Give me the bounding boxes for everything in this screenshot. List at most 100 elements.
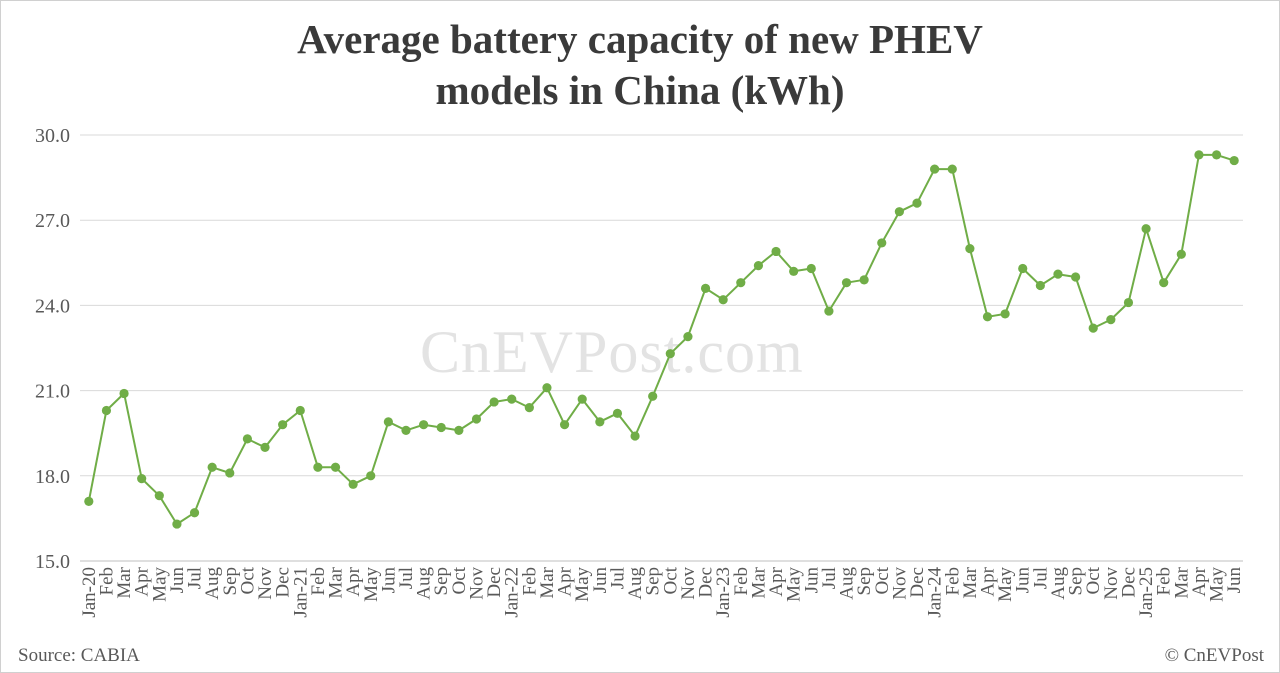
data-point	[683, 332, 693, 342]
x-tick-label: Sep	[854, 567, 875, 596]
data-point	[419, 420, 429, 430]
x-tick-label: Aug	[837, 567, 858, 600]
x-tick-label: Jun	[590, 567, 611, 594]
data-point	[648, 391, 658, 401]
x-tick-label: Dec	[273, 567, 294, 598]
data-point	[542, 383, 552, 393]
data-point	[1123, 297, 1134, 308]
data-point	[242, 434, 253, 444]
x-tick-label: Jul	[607, 567, 628, 589]
data-point	[137, 474, 147, 484]
data-point	[454, 425, 464, 435]
x-tick-label: Apr	[132, 566, 153, 596]
data-point	[348, 479, 358, 489]
data-point	[260, 442, 270, 452]
x-tick-label: Nov	[889, 567, 910, 600]
x-tick-label: Jan-25	[1136, 567, 1157, 618]
data-point	[154, 491, 164, 501]
x-tick-label: Sep	[220, 567, 241, 596]
data-point	[313, 462, 323, 472]
x-tick-label: Dec	[696, 567, 717, 598]
data-point	[982, 312, 993, 322]
data-point	[1159, 278, 1169, 288]
x-tick-label: Nov	[678, 567, 699, 600]
data-point	[1035, 280, 1045, 291]
data-point	[718, 295, 728, 305]
x-tick-label: Jul	[1030, 567, 1051, 589]
x-tick-label: Mar	[326, 566, 347, 598]
x-tick-label: Feb	[1154, 567, 1175, 596]
data-point	[330, 462, 341, 472]
data-point	[824, 306, 834, 316]
x-tick-label: Apr	[766, 566, 787, 596]
x-tick-label: Jan-22	[502, 567, 523, 618]
y-tick-label: 18.0	[35, 466, 70, 488]
data-point	[207, 462, 217, 472]
data-point	[189, 508, 200, 518]
data-point	[1141, 224, 1151, 234]
copyright-note: © CnEVPost	[1164, 645, 1264, 666]
data-point	[225, 468, 235, 478]
x-tick-label: Dec	[907, 567, 928, 598]
x-tick-label: Oct	[237, 566, 258, 594]
data-point	[366, 471, 376, 481]
data-point	[559, 420, 570, 430]
x-tick-label: Feb	[96, 567, 117, 596]
data-point	[771, 246, 781, 257]
data-point	[383, 417, 393, 427]
data-point	[101, 405, 112, 416]
y-tick-label: 15.0	[35, 551, 70, 573]
x-tick-label: Mar	[114, 566, 135, 598]
series-line	[87, 153, 1235, 526]
data-point	[965, 244, 975, 254]
x-tick-label: Mar	[748, 566, 769, 598]
data-point	[595, 417, 605, 427]
y-tick-label: 30.0	[35, 125, 70, 147]
data-point	[577, 394, 587, 404]
watermark: CnEVPost.com	[420, 319, 804, 385]
data-point	[612, 408, 623, 418]
x-tick-label: Jun	[801, 567, 822, 594]
y-tick-label: 24.0	[35, 295, 70, 317]
data-point	[471, 414, 482, 424]
x-tick-label: Jan-23	[713, 567, 734, 618]
x-tick-label: Mar	[537, 566, 558, 598]
x-tick-label: Jun	[167, 567, 188, 594]
data-point	[401, 425, 411, 435]
x-tick-label: Jul	[185, 567, 206, 589]
data-point	[172, 519, 182, 529]
x-tick-label: Sep	[643, 567, 664, 596]
x-tick-label: Jun	[1013, 567, 1034, 594]
x-tick-label: Apr	[977, 566, 998, 596]
x-tick-label: Mar	[960, 566, 981, 598]
x-tick-label: Dec	[1118, 567, 1139, 598]
x-tick-label: Dec	[484, 567, 505, 598]
data-point	[789, 266, 799, 276]
x-tick-label: Apr	[555, 566, 576, 596]
data-point	[1053, 269, 1063, 279]
data-point	[859, 275, 869, 285]
x-tick-label: Apr	[343, 566, 364, 596]
data-point	[524, 403, 534, 413]
x-tick-label: May	[1207, 567, 1228, 602]
data-point	[806, 263, 816, 274]
data-point	[841, 278, 852, 288]
data-point	[84, 496, 94, 506]
data-point	[947, 164, 957, 174]
x-tick-label: Oct	[660, 566, 681, 594]
x-tick-label: May	[995, 567, 1016, 602]
y-tick-label: 21.0	[35, 381, 70, 403]
x-tick-label: Nov	[466, 567, 487, 600]
x-tick-label: Nov	[1101, 567, 1122, 600]
x-tick-label: Jun	[1224, 567, 1245, 594]
x-tick-label: Apr	[1189, 566, 1210, 596]
x-tick-label: Feb	[731, 567, 752, 596]
x-tick-label: May	[149, 567, 170, 602]
data-point	[700, 283, 711, 293]
data-point	[630, 431, 640, 441]
data-point	[1229, 155, 1239, 166]
x-tick-label: Oct	[872, 566, 893, 594]
x-tick-label: Feb	[942, 567, 963, 596]
data-point	[1106, 315, 1116, 325]
x-tick-label: Jan-20	[79, 567, 100, 618]
